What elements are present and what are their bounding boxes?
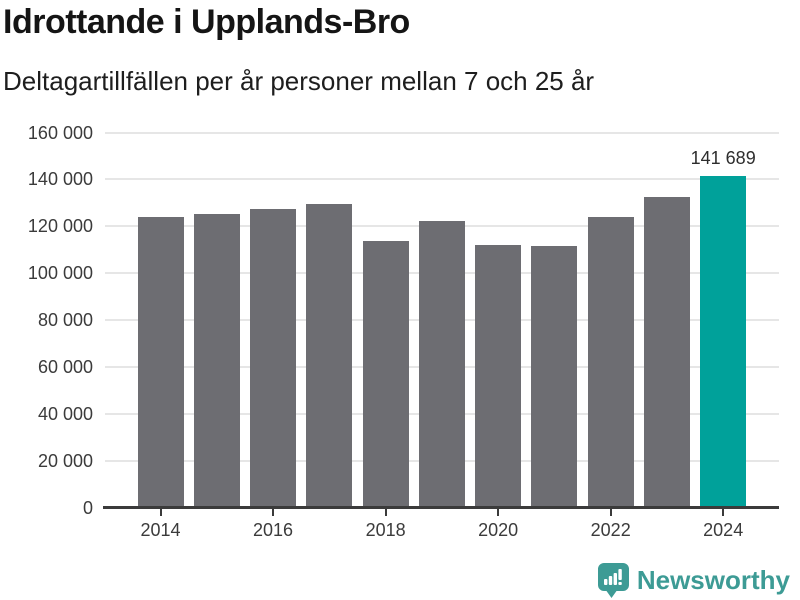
bar-2015 <box>193 213 240 508</box>
chart-subtitle: Deltagartillfällen per år personer mella… <box>3 66 595 96</box>
y-axis-label: 0 <box>82 498 93 518</box>
x-axis-tick <box>384 509 387 516</box>
bar-2014 <box>137 216 184 508</box>
brand-footer: Newsworthy <box>597 562 790 598</box>
x-axis-tick <box>609 509 612 516</box>
bar-2018 <box>362 241 409 508</box>
x-axis-tick <box>722 509 725 516</box>
x-axis-line <box>103 506 779 509</box>
x-axis-label: 2020 <box>478 520 519 540</box>
bar-2016 <box>250 208 296 508</box>
y-axis-label: 40 000 <box>37 404 93 425</box>
newsworthy-speech-bubble-chart-icon <box>597 562 630 598</box>
bar-2023 <box>643 196 690 508</box>
x-axis-tick <box>159 509 162 516</box>
y-axis-label: 100 000 <box>27 263 93 284</box>
x-axis-tick <box>272 509 274 516</box>
y-axis-label: 140 000 <box>27 169 93 190</box>
x-axis-tick <box>497 509 500 516</box>
chart-title: Idrottande i Upplands-Bro <box>3 3 410 41</box>
gridline <box>105 131 779 134</box>
y-axis-label: 60 000 <box>37 357 93 378</box>
bar-2020 <box>475 244 522 508</box>
bar-2017 <box>306 204 353 508</box>
x-axis-label: 2018 <box>365 520 406 540</box>
y-axis-label: 20 000 <box>37 451 93 472</box>
brand-name: Newsworthy <box>636 564 790 595</box>
bar-2022 <box>587 216 634 508</box>
y-axis-label: 120 000 <box>27 216 93 237</box>
highlight-value-label: 141 689 <box>690 147 756 168</box>
y-axis-label: 80 000 <box>37 310 93 331</box>
gridline <box>105 178 779 181</box>
y-axis-label: 160 000 <box>27 122 93 143</box>
bar-2024 <box>700 175 747 508</box>
x-axis-label: 2016 <box>252 520 294 540</box>
x-axis-label: 2014 <box>140 520 181 540</box>
x-axis-label: 2024 <box>703 520 744 540</box>
bar-2021 <box>531 245 578 508</box>
bar-2019 <box>418 221 465 508</box>
x-axis-label: 2022 <box>590 520 631 540</box>
